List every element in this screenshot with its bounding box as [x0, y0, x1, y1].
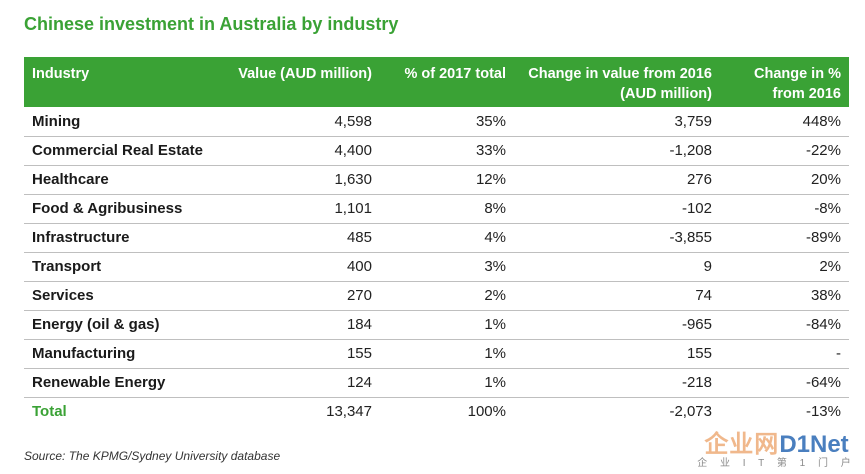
- value-cell: 400: [216, 252, 380, 282]
- industry-cell: Services: [24, 281, 216, 311]
- table-row: Healthcare 1,630 12% 276 20%: [24, 165, 849, 195]
- industry-cell: Food & Agribusiness: [24, 194, 216, 224]
- share-cell: 33%: [380, 136, 514, 166]
- value-cell: 155: [216, 339, 380, 369]
- table-header-row: Industry Value (AUD million) % of 2017 t…: [24, 57, 849, 107]
- share-cell: 3%: [380, 252, 514, 282]
- industry-cell: Infrastructure: [24, 223, 216, 253]
- change-percent-cell: -8%: [720, 194, 849, 224]
- change-percent-cell: -64%: [720, 368, 849, 398]
- total-industry-cell: Total: [32, 403, 67, 421]
- total-share-cell: 100%: [467, 403, 506, 421]
- table-row: Services 270 2% 74 38%: [24, 281, 849, 311]
- change-value-cell: -218: [514, 368, 720, 398]
- column-header-value: Value (AUD million): [216, 57, 380, 107]
- share-cell: 4%: [380, 223, 514, 253]
- change-percent-cell: 448%: [720, 107, 849, 137]
- total-change-percent-cell: -13%: [805, 403, 841, 421]
- change-value-cell: 276: [514, 165, 720, 195]
- change-value-cell: 9: [514, 252, 720, 282]
- industry-cell: Healthcare: [24, 165, 216, 195]
- change-value-cell: -3,855: [514, 223, 720, 253]
- table-row: Energy (oil & gas) 184 1% -965 -84%: [24, 310, 849, 340]
- share-cell: 2%: [380, 281, 514, 311]
- total-row: Total 13,347 100% -2,073 -13%: [24, 397, 849, 426]
- table-row: Manufacturing 155 1% 155-: [24, 339, 849, 369]
- source-note: Source: The KPMG/Sydney University datab…: [24, 449, 281, 463]
- share-cell: 8%: [380, 194, 514, 224]
- industry-cell: Mining: [24, 107, 216, 137]
- change-percent-cell: 2%: [720, 252, 849, 282]
- investment-table: Industry Value (AUD million) % of 2017 t…: [24, 57, 849, 426]
- industry-cell: Renewable Energy: [24, 368, 216, 398]
- share-cell: 1%: [380, 339, 514, 369]
- value-cell: 270: [216, 281, 380, 311]
- value-cell: 485: [216, 223, 380, 253]
- table-row: Mining 4,598 35% 3,759 448%: [24, 107, 849, 137]
- share-cell: 35%: [380, 107, 514, 137]
- industry-cell: Energy (oil & gas): [24, 310, 216, 340]
- industry-cell: Transport: [24, 252, 216, 282]
- share-cell: 1%: [380, 310, 514, 340]
- change-percent-cell: -89%: [720, 223, 849, 253]
- change-value-cell: 74: [514, 281, 720, 311]
- change-percent-cell: -22%: [720, 136, 849, 166]
- change-percent-cell: 20%: [720, 165, 849, 195]
- table-row: Renewable Energy 124 1% -218 -64%: [24, 368, 849, 398]
- change-percent-cell: -84%: [720, 310, 849, 340]
- change-percent-cell: -: [720, 339, 849, 369]
- industry-cell: Manufacturing: [24, 339, 216, 369]
- table-row: Commercial Real Estate 4,400 33% -1,208 -22%: [24, 136, 849, 166]
- share-cell: 12%: [380, 165, 514, 195]
- change-value-cell: -102: [514, 194, 720, 224]
- change-value-cell: 3,759: [514, 107, 720, 137]
- d1net-watermark-logo: 企业网D1Net 企 业 I T 第 1 门 户: [697, 431, 856, 470]
- value-cell: 1,630: [216, 165, 380, 195]
- column-header-share: % of 2017 total: [380, 57, 514, 107]
- value-cell: 4,598: [216, 107, 380, 137]
- column-header-change-value: Change in value from 2016 (AUD million): [514, 57, 720, 107]
- table-row: Transport 400 3% 9 2%: [24, 252, 849, 282]
- industry-cell: Commercial Real Estate: [24, 136, 216, 166]
- table-title: Chinese investment in Australia by indus…: [24, 14, 399, 34]
- change-percent-cell: 38%: [720, 281, 849, 311]
- total-value-cell: 13,347: [326, 403, 372, 421]
- total-change-value-cell: -2,073: [669, 403, 712, 421]
- value-cell: 124: [216, 368, 380, 398]
- value-cell: 184: [216, 310, 380, 340]
- change-value-cell: -965: [514, 310, 720, 340]
- share-cell: 1%: [380, 368, 514, 398]
- column-header-change-percent: Change in % from 2016: [720, 57, 849, 107]
- table-row: Food & Agribusiness 1,101 8% -102 -8%: [24, 194, 849, 224]
- value-cell: 1,101: [216, 194, 380, 224]
- table-row: Infrastructure 485 4% -3,855 -89%: [24, 223, 849, 253]
- change-value-cell: 155: [514, 339, 720, 369]
- column-header-industry: Industry: [24, 57, 216, 107]
- change-value-cell: -1,208: [514, 136, 720, 166]
- value-cell: 4,400: [216, 136, 380, 166]
